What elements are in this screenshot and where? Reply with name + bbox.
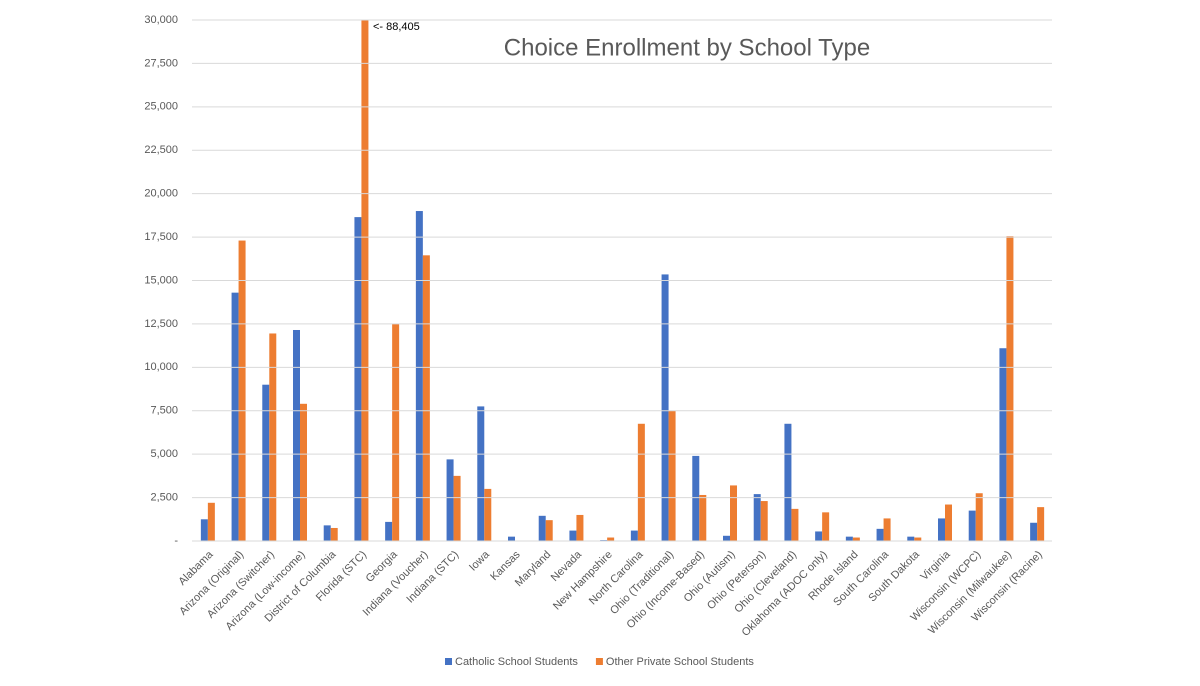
y-tick-label: 5,000 xyxy=(150,448,178,460)
bar xyxy=(538,515,546,541)
y-tick-label: 20,000 xyxy=(144,188,178,200)
bar xyxy=(1037,507,1045,541)
bar xyxy=(354,217,362,541)
bar xyxy=(760,501,768,541)
bar xyxy=(668,410,676,541)
bar xyxy=(385,521,393,541)
bar xyxy=(661,274,669,541)
bar xyxy=(422,255,430,541)
bar xyxy=(508,536,515,541)
bar xyxy=(968,510,976,541)
bar xyxy=(753,494,761,541)
y-tick-label: 15,000 xyxy=(144,274,178,286)
bar xyxy=(238,240,246,541)
bar xyxy=(630,530,638,541)
annotation: <- 88,405 xyxy=(373,21,420,33)
bar xyxy=(975,493,983,541)
bar xyxy=(569,530,577,541)
bar xyxy=(200,519,208,541)
x-tick-label: Iowa xyxy=(467,548,493,574)
bar xyxy=(207,502,215,541)
y-tick-label: 12,500 xyxy=(144,318,178,330)
bar xyxy=(791,508,799,541)
bar xyxy=(446,459,454,541)
bar xyxy=(607,537,615,541)
bar xyxy=(269,333,277,541)
y-tick-label: 7,500 xyxy=(150,405,178,417)
legend-label: Catholic School Students xyxy=(455,656,578,668)
y-tick-label: - xyxy=(174,535,178,547)
bar xyxy=(484,488,492,541)
legend-label: Other Private School Students xyxy=(606,656,754,668)
bar xyxy=(723,535,730,541)
bar xyxy=(300,403,307,541)
bar xyxy=(453,475,461,541)
bar xyxy=(784,423,792,541)
bar xyxy=(845,536,853,541)
bar xyxy=(392,323,400,541)
y-tick-label: 22,500 xyxy=(144,144,178,156)
bar xyxy=(1006,236,1014,541)
bar xyxy=(692,455,700,541)
bar xyxy=(1030,522,1038,541)
bar xyxy=(876,528,884,541)
bar xyxy=(262,384,270,541)
bar xyxy=(822,512,830,541)
bar xyxy=(293,329,300,541)
bar xyxy=(914,537,922,541)
bar xyxy=(545,520,553,541)
bar xyxy=(999,348,1007,541)
bar xyxy=(945,504,952,541)
bar xyxy=(815,531,823,541)
bar xyxy=(699,494,707,541)
plot-area xyxy=(200,20,1045,541)
y-tick-label: 27,500 xyxy=(144,57,178,69)
bar xyxy=(330,527,338,541)
bar xyxy=(637,423,645,541)
x-tick-label: North Carolina xyxy=(587,548,646,607)
chart-title: Choice Enrollment by School Type xyxy=(504,34,870,61)
y-tick-label: 2,500 xyxy=(150,491,178,503)
bar xyxy=(231,292,239,541)
bar xyxy=(323,525,331,541)
bar xyxy=(907,536,915,541)
bar xyxy=(938,518,945,541)
y-tick-label: 25,000 xyxy=(144,101,178,113)
bar xyxy=(415,211,423,541)
legend-swatch xyxy=(445,658,452,665)
legend-swatch xyxy=(595,658,603,665)
y-tick-label: 17,500 xyxy=(144,231,178,243)
bar xyxy=(361,20,369,541)
y-tick-label: 30,000 xyxy=(144,14,178,26)
bar xyxy=(576,514,584,541)
bar xyxy=(883,518,891,541)
bar xyxy=(477,406,485,541)
bar xyxy=(730,485,737,541)
bar xyxy=(852,537,860,541)
y-tick-label: 10,000 xyxy=(144,361,178,373)
